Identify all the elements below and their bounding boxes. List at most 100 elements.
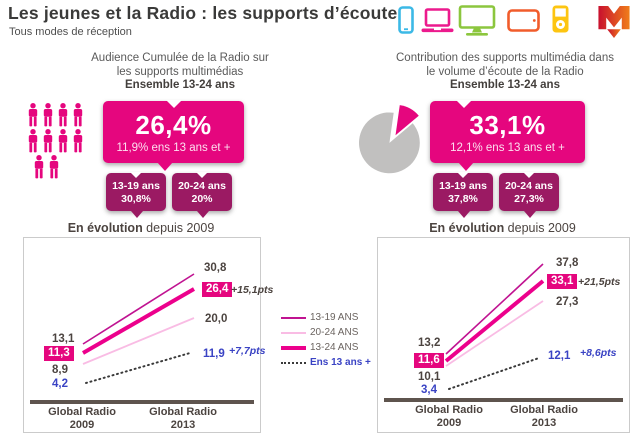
left-chart-lines	[82, 273, 195, 384]
left-chart-end-13-19: 30,8	[204, 262, 227, 274]
right-main-stat-bubble: 33,1% 12,1% ens 13 ans et +	[430, 100, 585, 171]
left-main-sub: 11,9% ens 13 ans et +	[116, 142, 231, 154]
left-panel-title-line2: les supports multimédias	[116, 65, 244, 78]
person-icon	[58, 103, 68, 127]
left-panel-title-line3: Ensemble 13-24 ans	[125, 79, 235, 91]
right-subbox-13-19: 13-19 ans 37,8%	[433, 172, 493, 218]
left-subbox-20-24: 20-24 ans 20%	[172, 172, 232, 218]
right-chart-end-13-19: 37,8	[556, 257, 579, 269]
left-chart-end-ens13: 11,9	[203, 348, 225, 360]
right-chart-lines	[444, 263, 545, 390]
left-subbox-20-24-label: 20-24 ans	[178, 180, 226, 192]
left-subbox-13-19-value: 30,8%	[121, 193, 151, 205]
right-chart-cat-2013: Global Radio 2013	[510, 404, 578, 429]
left-chart-end-13-24: 26,4	[202, 282, 233, 297]
left-panel-title-line1: Audience Cumulée de la Radio sur	[91, 52, 269, 64]
left-chart-delta-13-24: +15,1pts	[231, 284, 274, 296]
legend-line-13-24	[281, 345, 306, 350]
legend-item-13-24: 13-24 ANS	[281, 340, 381, 355]
left-subbox-13-19-label: 13-19 ans	[112, 180, 160, 192]
right-subbox-13-19-value: 37,8%	[448, 193, 478, 205]
left-chart-end-20-24: 20,0	[205, 313, 228, 325]
right-chart-delta-ens13: +8,6pts	[580, 347, 617, 359]
mp3-player-icon	[552, 5, 569, 33]
person-icon	[34, 155, 44, 179]
left-chart-start-13-19: 13,1	[52, 333, 75, 345]
right-chart-end-20-24: 27,3	[556, 296, 579, 308]
left-subbox-20-24-value: 20%	[191, 193, 213, 205]
right-subbox-20-24: 20-24 ans 27,3%	[499, 172, 559, 218]
left-chart-start-13-24: 11,3	[44, 346, 74, 361]
right-main-value: 33,1%	[469, 110, 546, 140]
page-subtitle: Tous modes de réception	[9, 26, 132, 38]
right-main-sub: 12,1% ens 13 ans et +	[450, 142, 565, 154]
left-chart-cat-2009: Global Radio 2009	[48, 406, 116, 431]
bubble-notch	[456, 100, 473, 108]
tablet-icon	[507, 9, 540, 32]
mediametrie-logo	[596, 4, 632, 39]
right-chart-start-20-24: 10,1	[418, 371, 441, 383]
left-main-value: 26,4%	[135, 110, 212, 140]
right-chart-delta-13-24: +21,5pts	[578, 276, 621, 288]
left-main-stat-bubble: 26,4% 11,9% ens 13 ans et +	[103, 100, 244, 171]
pie-slice-gray	[359, 112, 420, 174]
chart-legend: 13-19 ANS 20-24 ANS 13-24 ANS Ens 13 ans…	[281, 310, 381, 370]
left-chart-start-20-24: 8,9	[52, 364, 68, 376]
right-evolution-chart: 13,2 11,6 10,1 3,4 37,8 33,1 +21,5pts 27…	[377, 237, 630, 433]
left-chart-start-ens13: 4,2	[52, 378, 68, 390]
bubble-notch	[457, 172, 469, 178]
bubble-tail	[131, 211, 144, 218]
left-chart-title: En évolution depuis 2009	[67, 221, 215, 235]
right-panel-title-line3: Ensemble 13-24 ans	[450, 79, 560, 91]
pie-chart	[356, 97, 432, 175]
legend-item-ens13: Ens 13 ans +	[281, 355, 381, 370]
right-chart-start-13-19: 13,2	[418, 337, 441, 349]
right-subbox-20-24-label: 20-24 ans	[505, 180, 553, 192]
right-panel-title-line1: Contribution des supports multimédia dan…	[396, 52, 614, 64]
monitor-icon	[458, 5, 496, 36]
right-subbox-20-24-value: 27,3%	[514, 193, 544, 205]
legend-item-13-19: 13-19 ANS	[281, 310, 381, 325]
legend-line-13-19	[281, 316, 306, 319]
right-chart-end-ens13: 12,1	[548, 350, 571, 362]
smartphone-icon	[398, 6, 414, 34]
left-chart-axis	[30, 400, 254, 404]
bubble-notch	[196, 172, 208, 178]
person-icon	[73, 103, 83, 127]
bubble-tail	[156, 162, 173, 171]
legend-item-20-24: 20-24 ANS	[281, 325, 381, 340]
right-chart-axis	[384, 398, 623, 402]
right-chart-cat-2009: Global Radio 2009	[415, 404, 483, 429]
bubble-notch	[523, 172, 535, 178]
person-icon	[73, 129, 83, 153]
pie-slice-pink	[395, 105, 419, 136]
right-chart-start-ens13: 3,4	[421, 384, 437, 396]
bubble-tail	[524, 211, 537, 218]
person-icon	[28, 129, 38, 153]
left-evolution-chart: 13,1 11,3 8,9 4,2 30,8 26,4 +15,1pts 20,…	[23, 237, 273, 433]
bubble-tail	[197, 211, 210, 218]
right-chart-start-13-24: 11,6	[414, 353, 444, 368]
left-subbox-13-19: 13-19 ans 30,8%	[106, 172, 166, 218]
right-chart-title: En évolution depuis 2009	[429, 221, 576, 235]
bubble-tail	[458, 211, 471, 218]
bubble-notch	[165, 100, 182, 108]
right-panel-title-line2: le volume d’écoute de la Radio	[426, 65, 584, 78]
person-icon	[28, 103, 38, 127]
legend-line-20-24	[281, 331, 306, 334]
legend-line-ens13	[281, 361, 306, 364]
right-subbox-13-19-label: 13-19 ans	[439, 180, 487, 192]
right-chart-end-13-24: 33,1	[547, 274, 578, 289]
left-chart-cat-2013: Global Radio 2013	[149, 406, 217, 431]
laptop-icon	[421, 8, 454, 34]
person-icon	[49, 155, 59, 179]
bubble-notch	[130, 172, 142, 178]
left-chart-delta-ens13: +7,7pts	[229, 345, 266, 357]
person-icon	[43, 103, 53, 127]
right-panel-title: Contribution des supports multimédia dan…	[375, 52, 635, 93]
left-panel-title: Audience Cumulée de la Radio sur les sup…	[30, 52, 330, 93]
person-icon	[43, 129, 53, 153]
person-icon	[58, 129, 68, 153]
page-title: Les jeunes et la Radio : les supports d’…	[8, 3, 398, 23]
